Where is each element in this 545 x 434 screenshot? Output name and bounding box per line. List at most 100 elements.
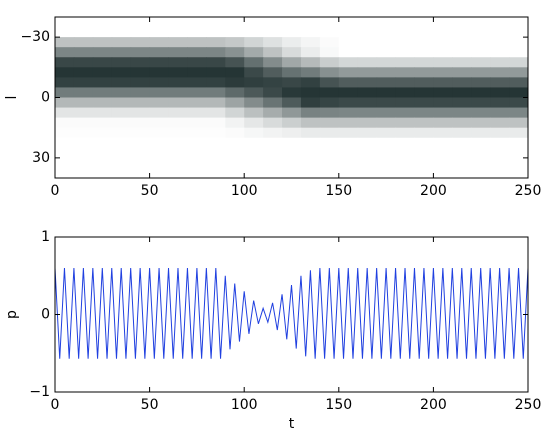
heat-cell xyxy=(300,17,321,28)
heat-cell xyxy=(300,87,321,98)
heat-cell xyxy=(300,147,321,159)
heat-cell xyxy=(73,57,94,68)
heat-cell xyxy=(225,47,245,58)
heat-cell xyxy=(55,137,75,149)
heat-cell xyxy=(225,27,245,38)
x-tick-label: 0 xyxy=(51,397,60,413)
heat-cell xyxy=(509,57,528,68)
plot-area xyxy=(55,267,528,359)
heat-cell xyxy=(187,97,207,109)
heat-cell xyxy=(130,137,151,149)
heat-cell xyxy=(73,27,94,38)
x-tick-label: 100 xyxy=(231,397,258,413)
heat-cell xyxy=(130,127,151,139)
heat-cell xyxy=(357,27,378,38)
heat-cell xyxy=(395,67,415,78)
heat-cell xyxy=(92,17,113,28)
heat-cell xyxy=(376,27,397,38)
heat-cell xyxy=(149,67,170,78)
heat-cell xyxy=(111,107,132,119)
heat-cell xyxy=(168,37,188,48)
y-tick-label: −1 xyxy=(29,384,50,400)
heat-cell xyxy=(282,17,302,28)
heat-cell xyxy=(319,87,340,98)
heat-cell xyxy=(244,147,264,159)
heat-cell xyxy=(300,37,321,48)
heat-cell xyxy=(338,117,359,129)
heat-cell xyxy=(395,27,415,38)
heat-cell xyxy=(149,167,170,178)
heat-cell xyxy=(282,167,302,178)
heat-cell xyxy=(130,67,151,78)
heat-cell xyxy=(395,127,415,139)
heat-cell xyxy=(263,87,283,98)
heat-cell xyxy=(414,137,434,149)
heat-cell xyxy=(357,47,378,58)
heat-cell xyxy=(225,97,245,109)
heat-cell xyxy=(206,97,226,109)
heat-cell xyxy=(490,67,510,78)
heat-cell xyxy=(149,27,170,38)
heat-cell xyxy=(471,127,491,139)
heat-cell xyxy=(376,37,397,48)
heat-cell xyxy=(244,57,264,68)
heat-cell xyxy=(300,157,321,169)
heat-cell xyxy=(357,57,378,68)
heat-cell xyxy=(395,47,415,58)
heat-cell xyxy=(244,27,264,38)
heat-cell xyxy=(149,147,170,159)
heat-cell xyxy=(357,127,378,139)
heat-cell xyxy=(168,27,188,38)
heat-cell xyxy=(490,77,510,88)
y-tick-label: 0 xyxy=(41,90,50,106)
heat-cell xyxy=(282,137,302,149)
heat-cell xyxy=(263,57,283,68)
heat-cell xyxy=(206,57,226,68)
heat-cell xyxy=(263,117,283,129)
heat-cell xyxy=(395,107,415,119)
heat-cell xyxy=(414,117,434,129)
heat-cell xyxy=(206,67,226,78)
heat-cell xyxy=(300,167,321,178)
heat-cell xyxy=(263,157,283,169)
heat-cell xyxy=(73,147,94,159)
heat-cell xyxy=(338,77,359,88)
heat-cell xyxy=(414,17,434,28)
heat-cell xyxy=(471,57,491,68)
heat-cell xyxy=(225,117,245,129)
heat-cell xyxy=(471,137,491,149)
heat-cell xyxy=(319,97,340,109)
heat-cell xyxy=(149,117,170,129)
heat-cell xyxy=(73,77,94,88)
heat-cell xyxy=(338,157,359,169)
heat-cell xyxy=(187,77,207,88)
heat-cell xyxy=(187,27,207,38)
heat-cell xyxy=(263,47,283,58)
heat-cell xyxy=(92,137,113,149)
heat-cell xyxy=(300,57,321,68)
heat-cell xyxy=(225,157,245,169)
heat-cell xyxy=(319,27,340,38)
heat-cell xyxy=(263,17,283,28)
heat-cell xyxy=(490,127,510,139)
heat-cell xyxy=(168,107,188,119)
x-tick-label: 250 xyxy=(515,183,542,199)
data-line xyxy=(55,267,528,359)
heat-cell xyxy=(282,27,302,38)
heat-cell xyxy=(338,57,359,68)
heat-cell xyxy=(509,157,528,169)
heat-cell xyxy=(73,137,94,149)
heat-cell xyxy=(471,17,491,28)
y-axis-label: p xyxy=(4,310,20,319)
heat-cell xyxy=(225,147,245,159)
heat-cell xyxy=(130,117,151,129)
heat-cell xyxy=(490,17,510,28)
heat-cell xyxy=(92,127,113,139)
heat-cell xyxy=(509,97,528,109)
heat-cell xyxy=(282,147,302,159)
x-axis-label: t xyxy=(289,416,295,432)
heat-cell xyxy=(168,57,188,68)
heat-cell xyxy=(300,77,321,88)
heat-cell xyxy=(244,87,264,98)
heat-cell xyxy=(300,27,321,38)
